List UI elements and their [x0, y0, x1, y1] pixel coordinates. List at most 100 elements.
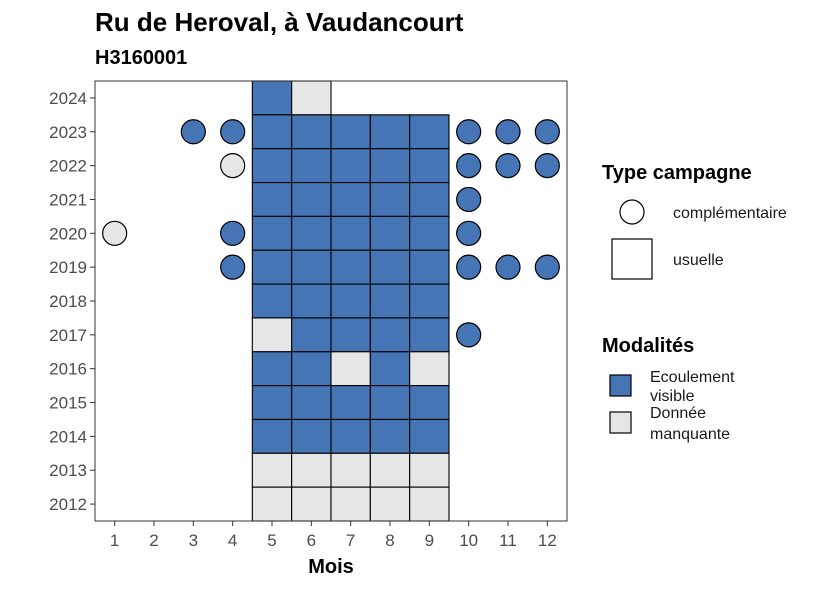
tile-2019-6-ecoulement-visible [291, 249, 332, 285]
y-tick-label-2022: 2022 [49, 157, 87, 176]
tile-2016-7-donnee-manquante [330, 351, 371, 387]
x-tick-label-9: 9 [425, 531, 434, 550]
tile-2012-9-donnee-manquante [409, 486, 450, 522]
tile-2017-8-ecoulement-visible [369, 317, 411, 353]
tile-2023-7-ecoulement-visible [330, 114, 371, 150]
tile-2022-6-ecoulement-visible [291, 148, 332, 184]
legend-donnee-manquante-line1: Donnée [650, 405, 706, 422]
legend-modalites-title: Modalités [602, 335, 694, 357]
legend-complementaire-label: complémentaire [673, 205, 787, 222]
x-tick-label-11: 11 [499, 531, 517, 550]
tile-2015-6-ecoulement-visible [291, 385, 332, 421]
x-tick-label-8: 8 [385, 531, 394, 550]
y-tick-label-2019: 2019 [49, 258, 87, 277]
point-2022-10-ecoulement-visible [456, 153, 482, 179]
y-tick-label-2018: 2018 [49, 292, 87, 311]
tile-2016-8-ecoulement-visible [369, 351, 411, 387]
legend-type-campagne: Type campagne complémentaire usuelle [602, 162, 787, 280]
tile-2020-6-ecoulement-visible [291, 215, 332, 251]
tile-2019-8-ecoulement-visible [369, 249, 411, 285]
y-tick-label-2021: 2021 [49, 190, 87, 209]
tile-2016-9-donnee-manquante [409, 351, 450, 387]
point-2023-10-ecoulement-visible [456, 119, 482, 145]
legend-ecoulement-visible-swatch [609, 374, 632, 397]
x-tick-label-12: 12 [538, 531, 557, 550]
y-tick-label-2023: 2023 [49, 123, 87, 142]
point-2020-4-ecoulement-visible [220, 220, 246, 246]
y-tick-label-2024: 2024 [49, 89, 87, 108]
legend-donnee-manquante-swatch [609, 411, 632, 434]
point-2023-4-ecoulement-visible [220, 119, 246, 145]
point-2022-4-donnee-manquante [220, 153, 246, 179]
y-tick-label-2020: 2020 [49, 224, 87, 243]
tile-2023-5-ecoulement-visible [251, 114, 293, 150]
tile-2023-8-ecoulement-visible [369, 114, 411, 150]
tile-2014-9-ecoulement-visible [409, 418, 450, 454]
point-2020-1-donnee-manquante [102, 220, 128, 246]
tile-2013-8-donnee-manquante [369, 452, 411, 488]
tile-2016-6-ecoulement-visible [291, 351, 332, 387]
tile-2012-7-donnee-manquante [330, 486, 371, 522]
tile-2021-6-ecoulement-visible [291, 181, 332, 217]
tile-2021-7-ecoulement-visible [330, 181, 371, 217]
legend-type-title: Type campagne [602, 162, 752, 184]
tile-2022-9-ecoulement-visible [409, 148, 450, 184]
tile-2022-5-ecoulement-visible [251, 148, 293, 184]
point-2023-3-ecoulement-visible [180, 119, 206, 145]
tile-2022-7-ecoulement-visible [330, 148, 371, 184]
point-2023-12-ecoulement-visible [534, 119, 560, 145]
point-2020-10-ecoulement-visible [456, 220, 482, 246]
x-tick-label-4: 4 [228, 531, 237, 550]
tile-2017-9-ecoulement-visible [409, 317, 450, 353]
x-tick-label-10: 10 [459, 531, 478, 550]
tile-2017-7-ecoulement-visible [330, 317, 371, 353]
y-tick-label-2017: 2017 [49, 326, 87, 345]
legend-modalites: Modalités Ecoulement visible Donnée manq… [602, 335, 735, 443]
tile-2022-8-ecoulement-visible [369, 148, 411, 184]
point-2021-10-ecoulement-visible [456, 186, 482, 213]
legend-usuelle-label: usuelle [673, 252, 724, 269]
tile-2017-6-ecoulement-visible [291, 317, 332, 353]
tile-2012-5-donnee-manquante [251, 486, 293, 522]
tile-2018-8-ecoulement-visible [369, 283, 411, 319]
point-2019-11-ecoulement-visible [495, 254, 521, 280]
tile-2014-7-ecoulement-visible [330, 418, 371, 454]
tile-2013-7-donnee-manquante [330, 452, 371, 488]
tile-2020-8-ecoulement-visible [369, 215, 411, 251]
y-tick-label-2015: 2015 [49, 394, 87, 413]
tile-2013-9-donnee-manquante [409, 452, 450, 488]
tile-2024-5-ecoulement-visible [251, 80, 293, 116]
legend-donnee-manquante-line2: manquante [650, 426, 730, 443]
tile-2020-7-ecoulement-visible [330, 215, 371, 251]
x-tick-label-7: 7 [346, 531, 355, 550]
legend-complementaire-key [619, 199, 645, 225]
tile-2024-6-donnee-manquante [291, 80, 332, 116]
x-tick-label-1: 1 [110, 531, 119, 550]
tile-2015-8-ecoulement-visible [369, 385, 411, 421]
x-tick-label-3: 3 [189, 531, 198, 550]
tile-2015-5-ecoulement-visible [251, 385, 293, 421]
tile-2012-6-donnee-manquante [291, 486, 332, 522]
tile-2016-5-ecoulement-visible [251, 351, 293, 387]
point-2022-11-ecoulement-visible [495, 153, 521, 179]
y-tick-label-2014: 2014 [49, 427, 87, 446]
point-2022-12-ecoulement-visible [534, 153, 560, 179]
tile-2019-5-ecoulement-visible [251, 249, 293, 285]
tile-2021-9-ecoulement-visible [409, 181, 450, 217]
tile-2023-9-ecoulement-visible [409, 114, 450, 150]
tile-2014-6-ecoulement-visible [291, 418, 332, 454]
tile-2017-5-donnee-manquante [251, 317, 293, 353]
legend-ecoulement-visible-line2: visible [650, 388, 695, 405]
point-2019-10-ecoulement-visible [456, 254, 482, 280]
point-2017-10-ecoulement-visible [456, 322, 482, 348]
tile-2012-8-donnee-manquante [369, 486, 411, 522]
tile-2015-7-ecoulement-visible [330, 385, 371, 421]
tile-2018-6-ecoulement-visible [291, 283, 332, 319]
chart-subtitle: H3160001 [95, 47, 187, 69]
tile-2021-8-ecoulement-visible [369, 181, 411, 217]
x-tick-label-2: 2 [149, 531, 158, 550]
tile-2013-6-donnee-manquante [291, 452, 332, 488]
point-2019-4-ecoulement-visible [220, 254, 246, 280]
y-tick-label-2012: 2012 [49, 495, 87, 514]
